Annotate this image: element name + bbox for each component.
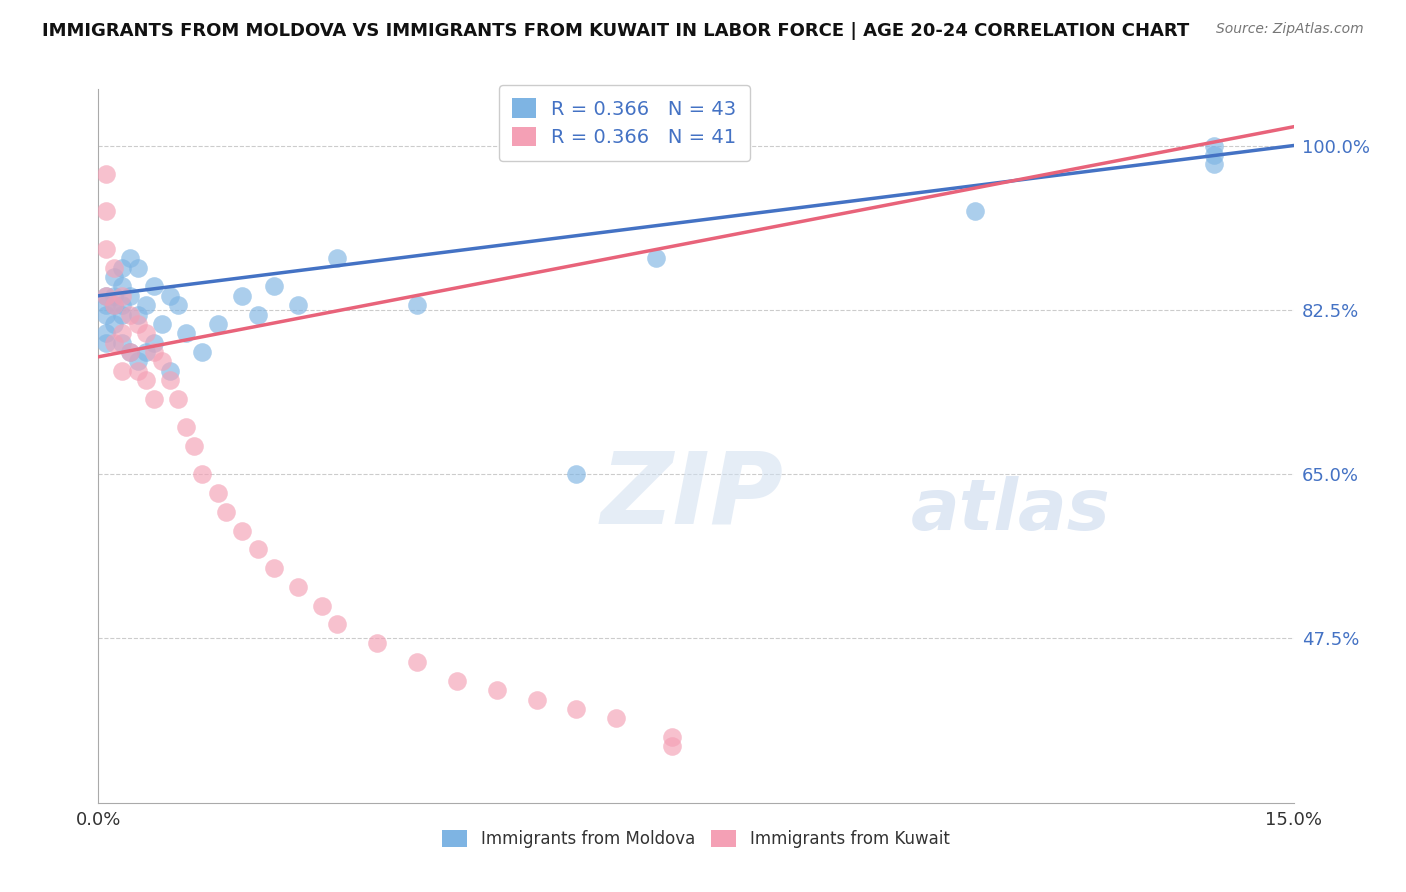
Text: IMMIGRANTS FROM MOLDOVA VS IMMIGRANTS FROM KUWAIT IN LABOR FORCE | AGE 20-24 COR: IMMIGRANTS FROM MOLDOVA VS IMMIGRANTS FR…: [42, 22, 1189, 40]
Point: [231, 524, 253, 538]
Point: [111, 326, 134, 341]
Text: ZIP: ZIP: [600, 448, 783, 544]
Point: [150, 354, 173, 368]
Point: [167, 298, 190, 312]
Point: [96, 298, 118, 312]
Point: [120, 345, 142, 359]
Point: [127, 308, 149, 322]
Point: [127, 317, 149, 331]
Point: [263, 279, 285, 293]
Point: [103, 335, 125, 350]
Point: [103, 289, 125, 303]
Point: [326, 251, 349, 265]
Point: [111, 298, 134, 312]
Point: [215, 505, 238, 519]
Point: [127, 260, 149, 275]
Point: [526, 692, 548, 706]
Point: [111, 289, 134, 303]
Point: [661, 739, 683, 754]
Point: [111, 364, 134, 378]
Point: [111, 335, 134, 350]
Point: [135, 326, 157, 341]
Point: [120, 345, 142, 359]
Point: [311, 599, 333, 613]
Point: [191, 345, 214, 359]
Point: [183, 439, 205, 453]
Point: [246, 542, 269, 557]
Point: [565, 467, 588, 482]
Point: [159, 373, 181, 387]
Point: [963, 204, 986, 219]
Point: [96, 308, 118, 322]
Point: [96, 289, 118, 303]
Point: [120, 289, 142, 303]
Point: [191, 467, 214, 482]
Point: [96, 289, 118, 303]
Point: [127, 364, 149, 378]
Point: [96, 204, 118, 219]
Point: [96, 335, 118, 350]
Point: [103, 260, 125, 275]
Point: [135, 373, 157, 387]
Point: [645, 251, 668, 265]
Point: [111, 279, 134, 293]
Point: [103, 298, 125, 312]
Point: [1202, 148, 1225, 162]
Point: [135, 345, 157, 359]
Point: [96, 242, 118, 256]
Text: Source: ZipAtlas.com: Source: ZipAtlas.com: [1216, 22, 1364, 37]
Point: [120, 308, 142, 322]
Point: [143, 279, 166, 293]
Point: [150, 317, 173, 331]
Text: atlas: atlas: [911, 475, 1111, 545]
Point: [127, 354, 149, 368]
Point: [103, 298, 125, 312]
Point: [446, 673, 468, 688]
Point: [96, 326, 118, 341]
Point: [287, 580, 309, 594]
Point: [406, 298, 429, 312]
Point: [174, 326, 197, 341]
Point: [103, 317, 125, 331]
Point: [231, 289, 253, 303]
Point: [406, 655, 429, 669]
Point: [287, 298, 309, 312]
Point: [246, 308, 269, 322]
Point: [159, 289, 181, 303]
Point: [111, 260, 134, 275]
Point: [1202, 157, 1225, 171]
Point: [159, 364, 181, 378]
Point: [326, 617, 349, 632]
Point: [207, 317, 229, 331]
Point: [605, 711, 627, 725]
Point: [111, 308, 134, 322]
Legend: Immigrants from Moldova, Immigrants from Kuwait: Immigrants from Moldova, Immigrants from…: [436, 823, 956, 855]
Point: [366, 636, 388, 650]
Point: [143, 345, 166, 359]
Point: [103, 270, 125, 285]
Point: [565, 702, 588, 716]
Point: [167, 392, 190, 406]
Point: [120, 251, 142, 265]
Point: [174, 420, 197, 434]
Point: [207, 486, 229, 500]
Point: [135, 298, 157, 312]
Point: [143, 335, 166, 350]
Point: [263, 561, 285, 575]
Point: [661, 730, 683, 744]
Point: [143, 392, 166, 406]
Point: [1202, 138, 1225, 153]
Point: [96, 167, 118, 181]
Point: [485, 683, 508, 698]
